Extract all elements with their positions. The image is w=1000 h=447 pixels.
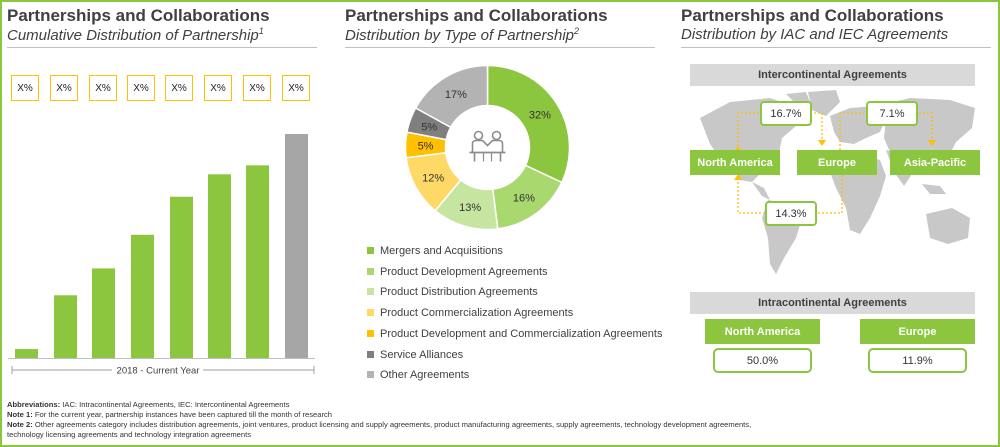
donut-slice-label: 13% <box>459 202 481 214</box>
legend-swatch <box>367 247 374 254</box>
donut-slice-label: 12% <box>422 172 444 184</box>
abbreviations-note: Abbreviations: IAC: Intracontinental Agr… <box>7 400 290 409</box>
legend-swatch <box>367 288 374 296</box>
iac-region-asia-pacific: Asia-Pacific <box>890 150 980 175</box>
arrow-down-icon <box>928 140 936 146</box>
panel-3-subtitle: Distribution by IAC and IEC Agreements <box>681 26 949 43</box>
iac-region-europe: Europe <box>797 150 877 175</box>
panel-2-subtitle: Distribution by Type of Partnership2 <box>345 26 580 44</box>
donut-slice-label: 5% <box>421 121 437 133</box>
legend-item: Mergers and Acquisitions <box>367 244 503 258</box>
cumulative-bar-chart: 2018 - Current Year <box>8 134 315 377</box>
legend-label: Other Agreements <box>380 369 470 382</box>
panel-1-title: Partnerships and Collaborations <box>7 6 270 25</box>
panel-3-rule <box>681 47 991 48</box>
bar <box>15 349 38 358</box>
iac-value-na-europe: 16.7% <box>760 101 812 126</box>
arrow-down-icon <box>818 140 826 146</box>
bar-data-label: X% <box>243 75 271 101</box>
bar-data-label: X% <box>165 75 193 101</box>
iec-value-europe: 11.9% <box>868 348 967 373</box>
donut-slice <box>486 64 571 184</box>
legend-item: Service Alliances <box>367 348 463 362</box>
intercontinental-header: Intercontinental Agreements <box>690 64 975 86</box>
legend-item: Product Commercialization Agreements <box>367 306 573 320</box>
bar <box>54 295 77 358</box>
legend-swatch <box>367 309 374 317</box>
legend-label: Product Development Agreements <box>380 265 548 278</box>
bar <box>246 165 269 358</box>
legend-label: Mergers and Acquisitions <box>380 245 503 257</box>
legend-item: Product Development Agreements <box>367 265 548 279</box>
bar <box>131 234 154 358</box>
iac-value-europe-asia: 7.1% <box>866 101 918 126</box>
legend-item: Product Distribution Agreements <box>367 285 538 299</box>
donut-slice-label: 32% <box>529 109 551 121</box>
note-2: Note 2: Other agreements category includ… <box>7 420 752 439</box>
iec-region-europe: Europe <box>860 319 975 344</box>
legend-swatch <box>367 350 374 358</box>
iec-value-north-america: 50.0% <box>713 348 812 373</box>
iac-region-north-america: North America <box>690 150 780 175</box>
x-axis-label: 2018 - Current Year <box>117 366 200 377</box>
bar <box>92 268 115 358</box>
agreement-connectors <box>734 112 936 214</box>
legend-item: Product Development and Commercializatio… <box>367 327 662 341</box>
partnership-type-donut-chart: 32% 16% 13% 12% 5% 5% 17% <box>404 64 571 231</box>
arrow-up-icon <box>734 174 742 180</box>
panel-2-rule <box>345 47 655 48</box>
legend-swatch <box>367 329 374 337</box>
legend-item: Other Agreements <box>367 368 469 382</box>
legend-swatch <box>367 267 374 275</box>
donut-slice-label: 16% <box>513 193 535 205</box>
legend-label: Product Development and Commercializatio… <box>380 327 663 340</box>
bar-data-label: X% <box>204 75 232 101</box>
panel-3-title: Partnerships and Collaborations <box>681 6 944 25</box>
bar-data-label: X% <box>11 75 39 101</box>
donut-slice <box>414 64 489 129</box>
bar-data-label: X% <box>282 75 310 101</box>
legend-label: Product Distribution Agreements <box>380 286 538 299</box>
footnotes: Abbreviations: IAC: Intracontinental Agr… <box>7 400 767 440</box>
iec-region-north-america: North America <box>705 319 820 344</box>
bar <box>208 174 231 358</box>
iac-value-na-asia: 14.3% <box>765 201 817 226</box>
donut-slice-label: 17% <box>445 89 467 101</box>
panel-1-subtitle: Cumulative Distribution of Partnership1 <box>7 26 264 44</box>
bar-data-label: X% <box>50 75 78 101</box>
legend-label: Service Alliances <box>380 348 464 361</box>
panel-1-rule <box>7 47 317 48</box>
donut-slice-label: 5% <box>418 141 434 153</box>
bar <box>285 134 308 358</box>
handshake-meeting-icon <box>469 130 506 162</box>
bar-data-label: X% <box>127 75 155 101</box>
panel-2-title: Partnerships and Collaborations <box>345 6 608 25</box>
legend-swatch <box>367 371 374 379</box>
intracontinental-header: Intracontinental Agreements <box>690 292 975 314</box>
bar-data-label: X% <box>89 75 117 101</box>
bar <box>170 196 193 358</box>
legend-label: Product Commercialization Agreements <box>380 307 574 320</box>
note-1: Note 1: For the current year, partnershi… <box>7 410 333 419</box>
